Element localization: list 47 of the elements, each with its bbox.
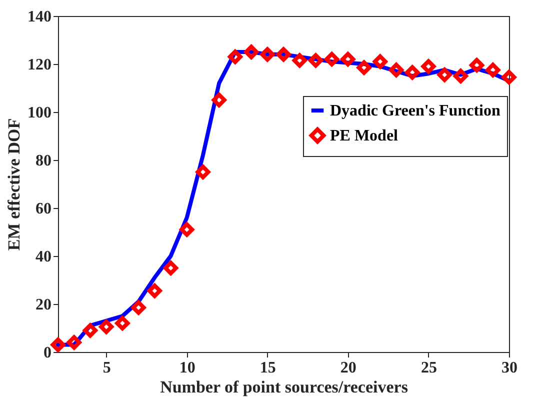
- point: [180, 222, 194, 237]
- y-tick-label: 120: [28, 56, 52, 74]
- point: [276, 47, 291, 62]
- point: [196, 164, 210, 180]
- y-tick-label: 140: [28, 8, 52, 26]
- point: [453, 68, 468, 84]
- y-axis-title: EM effective DOF: [4, 118, 24, 251]
- x-axis-title: Number of point sources/receivers: [160, 378, 408, 396]
- point: [99, 320, 114, 334]
- y-tick-label: 80: [36, 152, 52, 170]
- point: [244, 44, 259, 60]
- legend-label: PE Model: [330, 128, 399, 144]
- point: [340, 52, 356, 66]
- x-tick-label: 10: [179, 360, 196, 376]
- point: [470, 58, 484, 72]
- point: [82, 323, 98, 338]
- point: [66, 335, 82, 350]
- y-tick-label: 40: [36, 248, 52, 266]
- x-tick-label: 30: [502, 360, 518, 376]
- point: [212, 92, 226, 108]
- point: [405, 65, 420, 80]
- y-tick-label: 0: [44, 344, 52, 362]
- point: [115, 316, 130, 330]
- point: [421, 59, 436, 74]
- point: [131, 300, 146, 315]
- y-tick-label: 20: [36, 296, 52, 314]
- point: [389, 62, 404, 78]
- point: [147, 284, 162, 298]
- point: [324, 52, 340, 66]
- x-tick-label: 20: [340, 360, 356, 376]
- point: [308, 53, 323, 68]
- point: [502, 70, 516, 84]
- point: [228, 50, 242, 64]
- x-tick-label: 15: [260, 360, 276, 376]
- point: [486, 62, 500, 78]
- point: [50, 338, 66, 352]
- point: [292, 53, 307, 68]
- point: [356, 60, 372, 75]
- y-tick-label: 100: [28, 104, 52, 122]
- point: [260, 47, 275, 62]
- point: [164, 260, 178, 276]
- point: [372, 54, 388, 69]
- x-tick-label: 25: [420, 360, 437, 376]
- point: [437, 68, 452, 82]
- x-tick-label: 5: [102, 360, 111, 376]
- y-tick-label: 60: [36, 200, 52, 218]
- legend-label: Dyadic Green's Function: [330, 102, 500, 120]
